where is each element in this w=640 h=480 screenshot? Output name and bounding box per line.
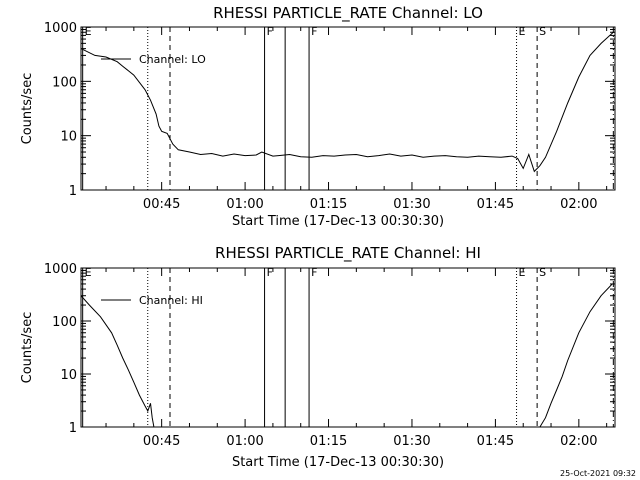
y-tick-label: 1: [69, 421, 77, 436]
event-marker-label: F: [311, 25, 317, 38]
event-marker-label: F: [311, 266, 317, 279]
event-marker-label: E: [85, 25, 92, 38]
x-tick-label: 01:00: [226, 197, 263, 212]
series-line: [81, 295, 155, 427]
x-tick-label: 01:45: [477, 197, 514, 212]
x-tick-label: 02:00: [560, 197, 597, 212]
y-axis-label: Counts/sec: [20, 312, 35, 384]
plot-frame: [80, 26, 616, 191]
chart-title: RHESSI PARTICLE_RATE Channel: LO: [213, 4, 483, 23]
x-tick-label: 01:30: [393, 434, 430, 449]
event-marker-label: E: [519, 266, 526, 279]
panel-hi: RHESSI PARTICLE_RATE Channel: HI Start Ti…: [20, 244, 616, 470]
x-tick-label: 02:00: [560, 434, 597, 449]
x-tick-label: 00:45: [143, 197, 180, 212]
event-marker-label: S: [539, 266, 546, 279]
y-axis-label: Counts/sec: [20, 73, 35, 145]
series-line: [81, 31, 614, 173]
footer-timestamp: 25-Oct-2021 09:32: [560, 469, 636, 478]
y-tick-label: 1000: [44, 21, 77, 36]
event-marker-label: S: [539, 25, 546, 38]
legend-label: Channel: HI: [139, 294, 203, 307]
x-tick-label: 01:15: [310, 197, 347, 212]
panel-lo: RHESSI PARTICLE_RATE Channel: LO Start Ti…: [20, 4, 616, 229]
y-tick-label: 1: [69, 184, 77, 199]
y-tick-label: 1000: [44, 262, 77, 277]
y-tick-label: 100: [52, 75, 77, 90]
legend-label: Channel: LO: [139, 53, 206, 66]
x-axis-label: Start Time (17-Dec-13 00:30:30): [232, 214, 444, 229]
event-marker-label: E: [85, 266, 92, 279]
x-axis-label: Start Time (17-Dec-13 00:30:30): [232, 455, 444, 470]
y-tick-label: 10: [60, 368, 77, 383]
event-marker-label: F: [267, 25, 273, 38]
chart-title: RHESSI PARTICLE_RATE Channel: HI: [215, 244, 481, 263]
y-tick-label: 10: [60, 130, 77, 145]
x-tick-label: 01:15: [310, 434, 347, 449]
series-line: [539, 283, 613, 427]
x-tick-label: 01:30: [393, 197, 430, 212]
x-tick-label: 01:00: [226, 434, 263, 449]
event-marker-label: F: [267, 266, 273, 279]
event-marker-label: E: [519, 25, 526, 38]
plot-frame: [80, 267, 616, 428]
y-tick-label: 100: [52, 315, 77, 330]
x-tick-label: 01:45: [477, 434, 514, 449]
x-tick-label: 00:45: [143, 434, 180, 449]
